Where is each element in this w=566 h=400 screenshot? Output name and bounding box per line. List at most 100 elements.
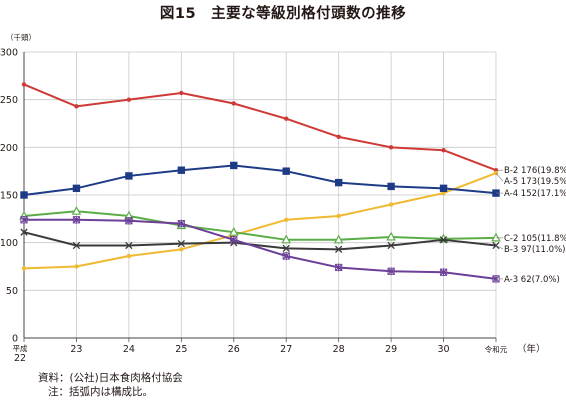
data-point xyxy=(126,253,132,259)
data-point-frame xyxy=(282,252,290,260)
series-line-a-3 xyxy=(24,218,497,280)
data-point xyxy=(388,145,394,150)
data-point xyxy=(125,216,133,225)
chart-title: 図15 主要な等級別格付頭数の推移 xyxy=(159,6,407,22)
data-point xyxy=(21,266,27,271)
data-point xyxy=(179,247,184,252)
data-point xyxy=(179,90,184,96)
series-line-b-2 xyxy=(23,83,497,172)
series-line-b-3 xyxy=(23,231,497,251)
data-point xyxy=(387,267,395,276)
x-tick-label: 平成 xyxy=(13,343,28,353)
y-axis-unit: （千頭） xyxy=(6,32,36,42)
data-point xyxy=(387,182,395,191)
data-point-frame xyxy=(335,263,343,272)
data-point xyxy=(439,236,448,244)
label-leader xyxy=(495,245,504,250)
data-point xyxy=(231,101,236,106)
data-point xyxy=(177,219,185,228)
series-end-label-b-2: B-2 176(19.8%) xyxy=(504,166,566,176)
data-point xyxy=(20,215,28,224)
data-point-frame xyxy=(230,236,238,244)
data-point xyxy=(336,213,341,219)
y-tick-label: 100 xyxy=(0,238,18,249)
x-tick-label: 29 xyxy=(385,344,397,355)
data-point xyxy=(125,172,133,180)
data-point-frame xyxy=(20,216,28,224)
data-point-frame xyxy=(125,217,133,225)
data-point xyxy=(230,161,238,170)
data-point xyxy=(126,97,132,102)
series-end-label-c-2: C-2 105(11.8%) xyxy=(504,234,566,244)
data-point xyxy=(441,147,446,153)
data-point xyxy=(72,241,81,250)
data-point xyxy=(230,236,238,244)
data-point-frame xyxy=(387,267,395,275)
data-point-frame xyxy=(177,219,185,228)
series-b-2 xyxy=(21,82,499,173)
x-tick-label: 25 xyxy=(175,344,187,355)
series-b-3 xyxy=(20,228,500,253)
data-point xyxy=(386,231,396,241)
data-point xyxy=(282,167,290,175)
grid-lines xyxy=(24,51,497,338)
x-tick-label: 22 xyxy=(14,353,26,364)
data-point xyxy=(177,239,185,248)
data-point xyxy=(282,252,290,260)
data-point xyxy=(333,234,344,244)
data-point xyxy=(439,184,448,193)
data-point-frame xyxy=(72,216,81,224)
series-end-label-a-5: A-5 173(19.5%) xyxy=(504,177,566,187)
data-point xyxy=(177,166,186,174)
y-tick-labels: 0 50 100 150 200 250 300 xyxy=(0,48,18,345)
y-tick-label: 150 xyxy=(0,191,18,202)
source-note: 資料：(公社)日本食肉格付協会 xyxy=(38,372,183,384)
series-a-4 xyxy=(20,161,500,199)
data-point xyxy=(388,202,394,207)
data-point xyxy=(439,268,448,277)
series-end-label-b-3: B-3 97(11.0%) xyxy=(504,245,565,255)
series-line-c-2 xyxy=(23,210,497,241)
y-tick-label: 50 xyxy=(6,286,18,297)
data-point xyxy=(72,184,81,193)
x-tick-label: 令和元 xyxy=(485,344,508,354)
data-point xyxy=(282,244,290,253)
x-tick-label: 30 xyxy=(438,344,450,355)
data-point xyxy=(72,215,81,224)
data-point xyxy=(74,104,79,109)
data-point xyxy=(284,217,289,222)
series-end-label-a-3: A-3 62(7.0%) xyxy=(504,275,560,285)
data-point xyxy=(74,264,79,269)
data-point xyxy=(284,116,289,121)
series-a-3 xyxy=(20,215,500,283)
y-tick-label: 250 xyxy=(0,95,18,106)
x-tick-label: 27 xyxy=(280,344,292,355)
x-tick-label: 26 xyxy=(228,344,240,355)
data-point xyxy=(491,232,501,242)
data-point xyxy=(228,226,239,236)
label-leader xyxy=(495,172,504,182)
series-line-a-5 xyxy=(23,172,497,270)
data-point xyxy=(21,82,27,87)
data-point xyxy=(387,241,395,250)
y-tick-label: 200 xyxy=(0,143,18,154)
data-point xyxy=(335,263,343,272)
series-end-labels: B-2 176(19.8%)A-5 173(19.5%) A-4 152(17.1… xyxy=(495,166,566,285)
data-point xyxy=(20,228,28,236)
series-line-a-4 xyxy=(23,164,497,196)
footnotes: 資料：(公社)日本食肉格付協会 注：括弧内は構成比。 xyxy=(38,371,183,399)
data-point xyxy=(20,191,28,199)
x-tick-label: 28 xyxy=(333,344,345,355)
remark-note: 注：括弧内は構成比。 xyxy=(48,386,153,398)
x-tick-label: 24 xyxy=(123,344,135,355)
data-point xyxy=(281,234,292,244)
series-lines xyxy=(19,82,501,283)
data-point xyxy=(334,178,343,187)
x-axis-unit: （年） xyxy=(517,343,546,355)
data-point xyxy=(71,205,82,215)
y-tick-label: 300 xyxy=(0,48,18,59)
y-tick-label: 0 xyxy=(12,334,18,345)
data-point xyxy=(125,241,133,250)
data-point xyxy=(336,134,341,140)
